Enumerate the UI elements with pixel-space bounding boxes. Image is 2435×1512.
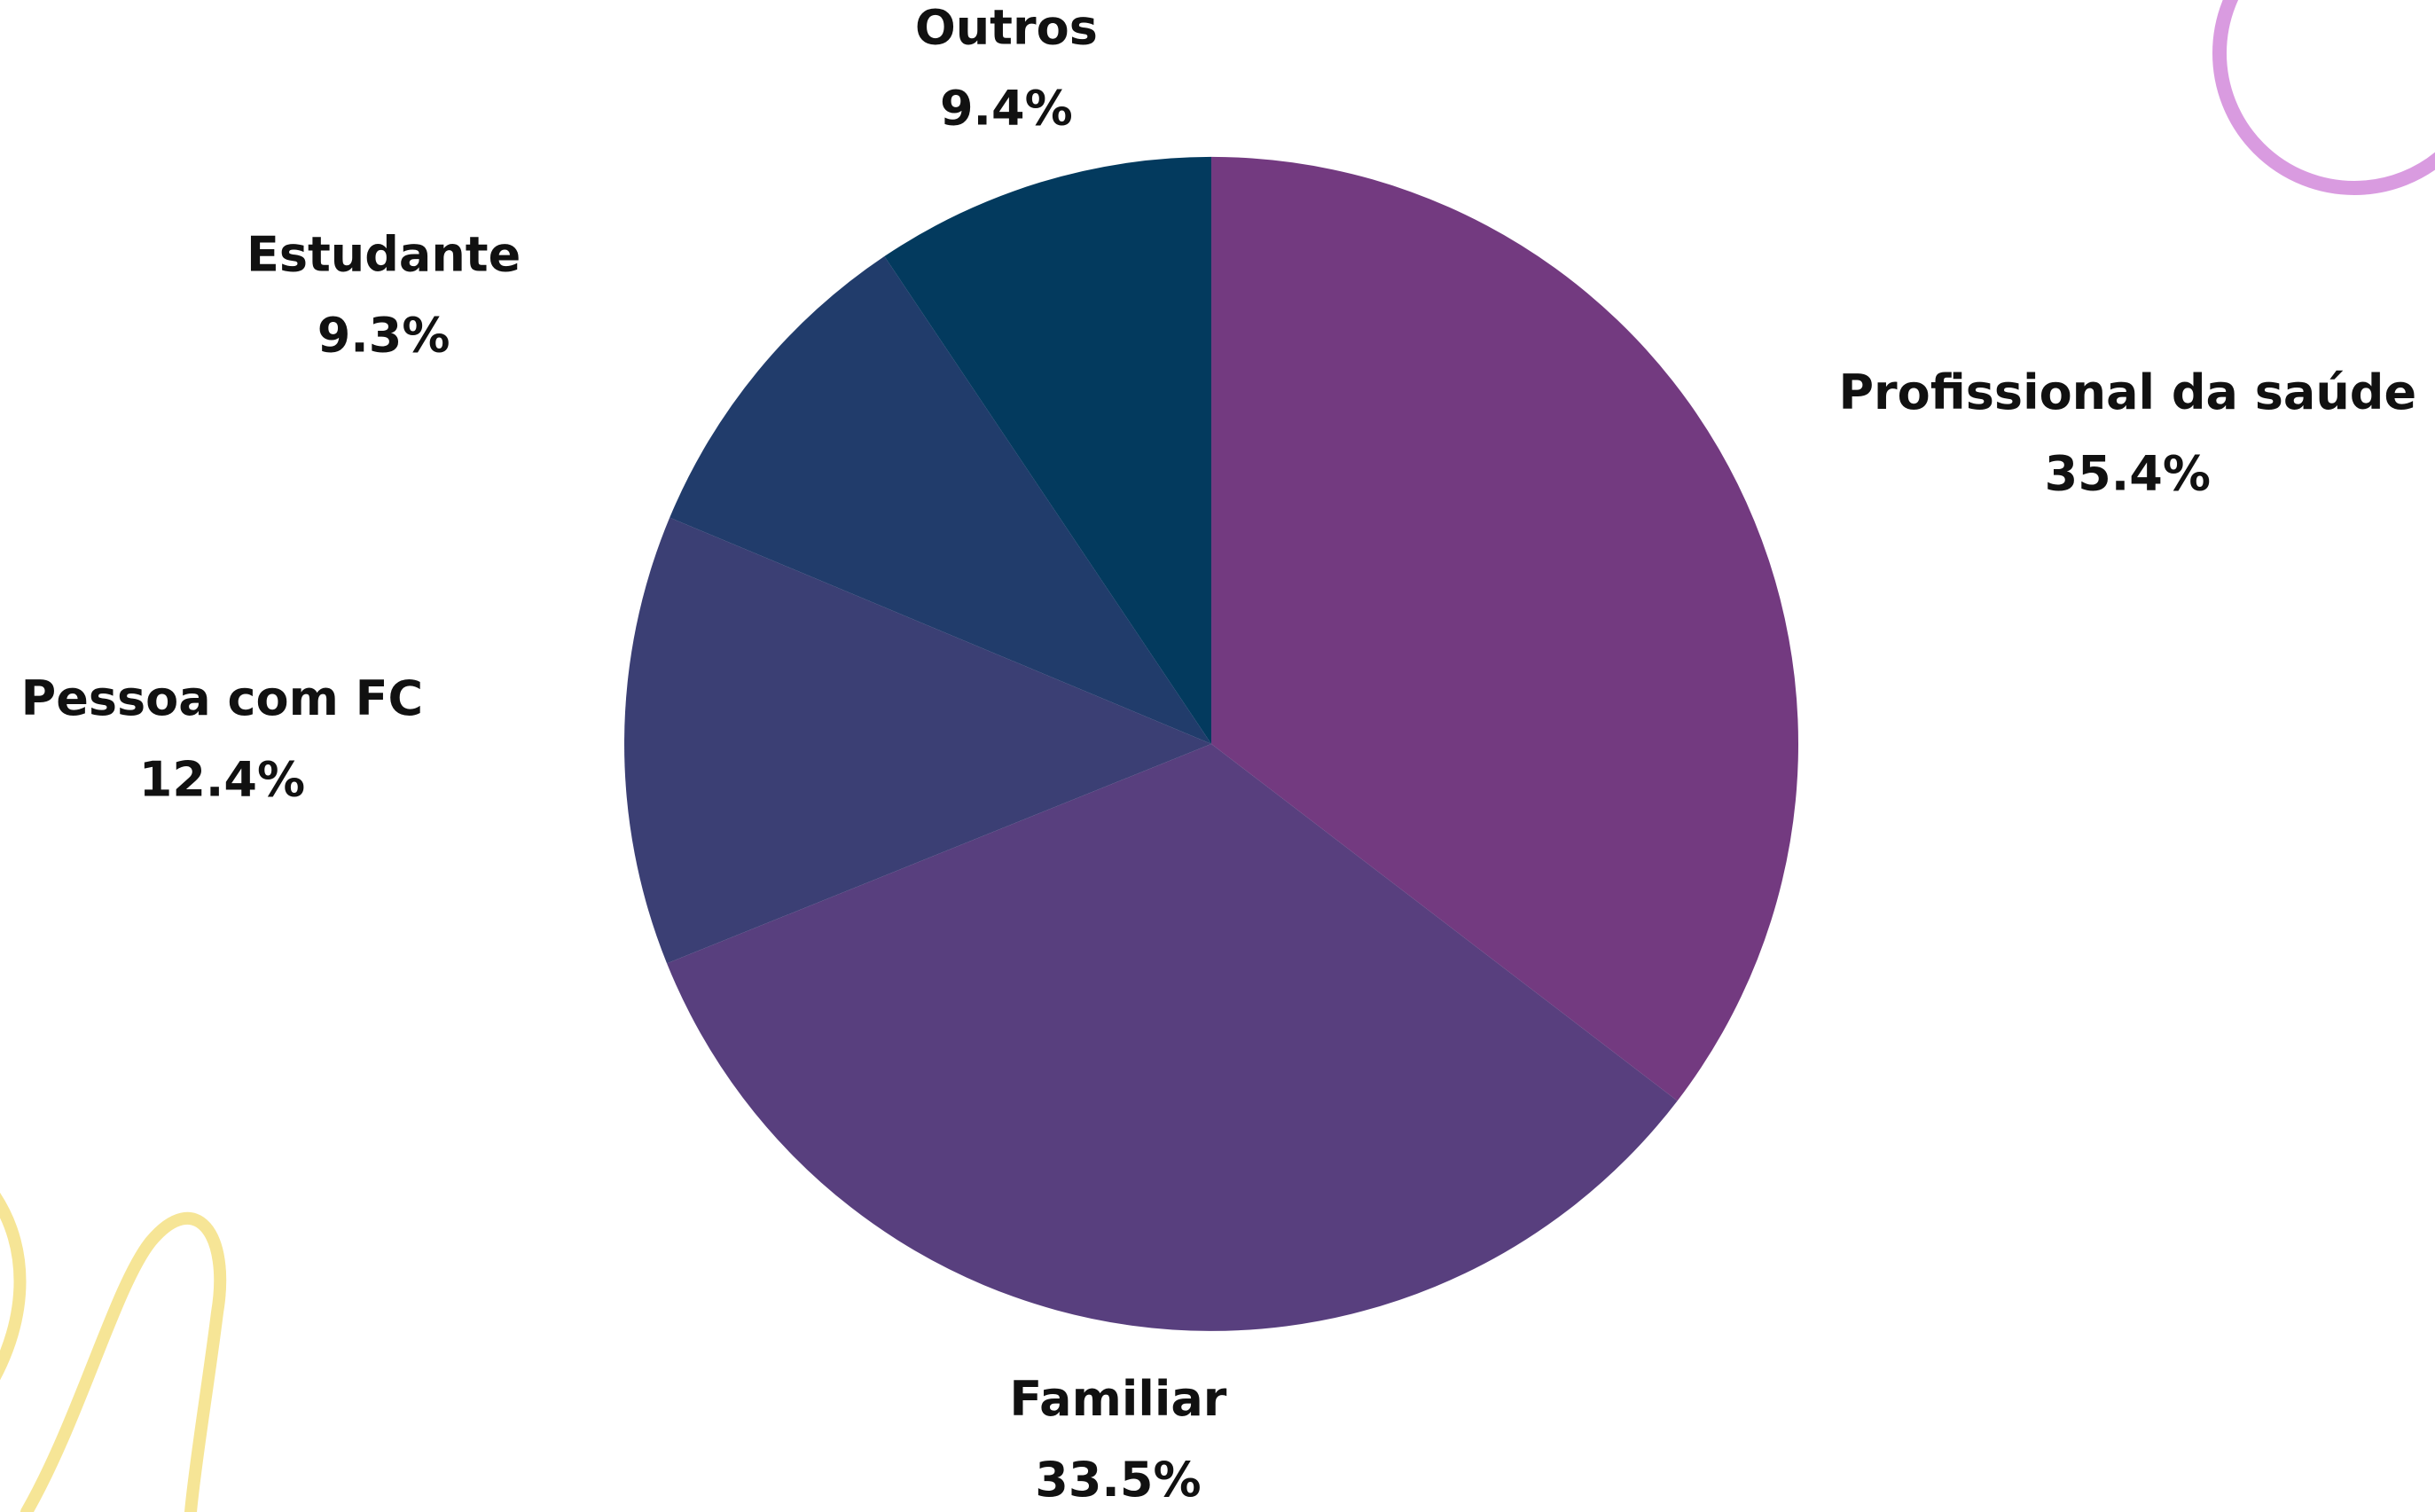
chart: Profissional da saúde 35.4% Familiar 33.5% P… (0, 0, 2435, 1512)
category-label: Outros (915, 0, 1098, 56)
decorative-squiggle (0, 1179, 220, 1512)
pie (624, 157, 1798, 1331)
value-label: 9.3% (317, 307, 450, 363)
category-label: Familiar (1009, 1371, 1226, 1427)
decorative-ring (2220, 0, 2435, 188)
value-label: 12.4% (139, 751, 305, 807)
category-label: Profissional da saúde (1838, 364, 2416, 420)
value-label: 35.4% (2045, 445, 2211, 501)
category-label: Estudante (247, 226, 521, 282)
value-label: 33.5% (1035, 1452, 1201, 1508)
value-label: 9.4% (940, 81, 1073, 137)
category-label: Pessoa com FC (21, 670, 424, 726)
